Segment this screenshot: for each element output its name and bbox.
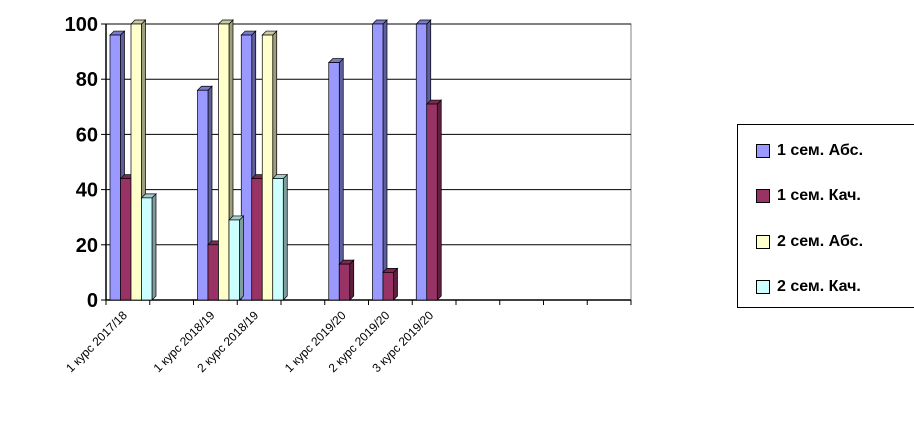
bar-side (239, 215, 244, 301)
bar-front (207, 244, 219, 301)
y-tick-label: 100 (65, 14, 98, 36)
bar-front (382, 272, 394, 301)
bar-front (240, 34, 253, 301)
legend-swatch-1 (756, 144, 770, 158)
y-tick-label: 20 (76, 235, 98, 257)
bar (228, 215, 245, 301)
bar-front (197, 89, 209, 301)
bar-front (228, 219, 240, 301)
plot-area (105, 23, 632, 301)
bar-front (261, 34, 274, 301)
bar-side (393, 267, 398, 301)
bar (271, 173, 289, 301)
y-tick-label: 0 (87, 290, 98, 312)
legend-item-1: 1 сем. Абс. (756, 139, 863, 163)
legend-swatch-4 (756, 280, 770, 294)
legend-swatch-3 (756, 235, 770, 249)
bar-front (251, 178, 263, 301)
legend-label-1: 1 сем. Абс. (777, 142, 864, 159)
y-tick-labels: 0 20 40 60 80 100 (65, 14, 98, 312)
bar-side (349, 259, 355, 301)
bar-front (415, 23, 428, 301)
bar-side (282, 173, 288, 301)
bar (425, 99, 443, 301)
bar (382, 267, 399, 301)
x-category-labels: 1 курс 2017/18 1 курс 2018/192 курс 2018/… (63, 308, 436, 375)
legend-item-3: 2 сем. Абс. (756, 230, 863, 254)
bar-side (382, 19, 388, 301)
bar-front (109, 34, 121, 301)
legend-label-3: 2 сем. Абс. (777, 233, 864, 250)
y-tick-label: 40 (76, 180, 98, 202)
axes (101, 23, 632, 305)
bar (338, 259, 355, 301)
legend-label-4: 2 сем. Кач. (777, 278, 861, 295)
bar-front (328, 62, 340, 301)
bar-side (436, 99, 442, 301)
bar-front (426, 103, 438, 301)
bar-front (218, 23, 230, 301)
bar-front (120, 178, 132, 301)
bar-front (130, 23, 142, 301)
bar-front (141, 197, 153, 301)
legend-swatch-2 (756, 189, 770, 203)
legend: 1 сем. Абс. 1 сем. Кач. 2 сем. Абс. 2 се… (737, 124, 914, 308)
legend-label-2: 1 сем. Кач. (777, 187, 861, 204)
gridlines (105, 23, 632, 301)
legend-item-2: 1 сем. Кач. (756, 184, 861, 208)
bar (140, 193, 157, 301)
bars (109, 19, 443, 301)
bar-side (151, 193, 157, 301)
x-category-label: 1 курс 2017/18 (63, 308, 130, 375)
y-tick-label: 60 (76, 124, 98, 146)
bar (371, 19, 388, 301)
bar-front (272, 178, 284, 301)
bar-front (372, 23, 384, 301)
y-tick-label: 80 (76, 69, 98, 91)
legend-item-4: 2 сем. Кач. (756, 275, 861, 299)
bar-front (338, 263, 351, 301)
